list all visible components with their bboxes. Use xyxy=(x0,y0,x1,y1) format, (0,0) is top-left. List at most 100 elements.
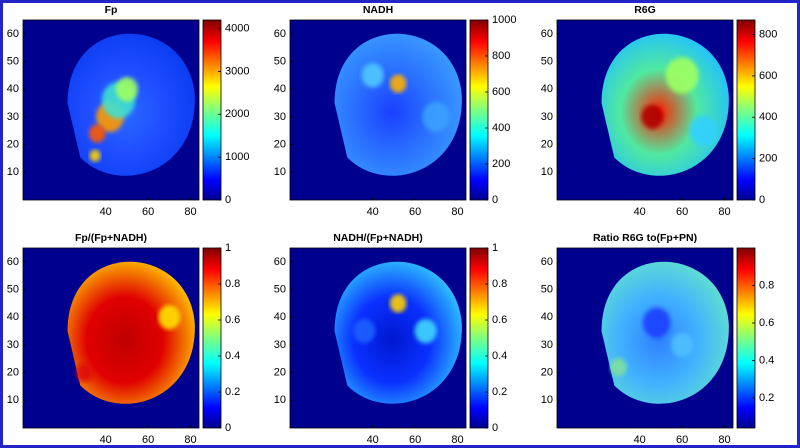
hotspot xyxy=(689,115,718,146)
colorbar-tick-label: 4000 xyxy=(225,22,249,34)
colorbar-tick-label: 0.6 xyxy=(759,317,774,329)
y-tick-label: 20 xyxy=(7,367,19,379)
colorbar xyxy=(469,247,489,429)
hotspot xyxy=(671,332,694,358)
hotspot xyxy=(76,363,93,382)
x-tick-label: 40 xyxy=(634,206,646,218)
colorbar-tick-label: 1 xyxy=(225,242,231,254)
panel-title: NADH xyxy=(363,4,393,16)
colorbar-tick-label: 1000 xyxy=(492,14,516,26)
y-tick-label: 60 xyxy=(7,256,19,268)
panel: Ratio R6G to(Fp+PN) 40 60 80 10 20 30 40 50 60 0.2… xyxy=(541,232,775,446)
y-tick-label: 40 xyxy=(274,83,286,95)
axes-box xyxy=(22,19,200,201)
y-tick-label: 40 xyxy=(7,83,19,95)
hotspot xyxy=(158,305,181,330)
colorbar-tick-label: 800 xyxy=(492,50,510,62)
colorbar-tick-label: 200 xyxy=(492,158,510,170)
x-tick-label: 80 xyxy=(451,434,463,446)
y-tick-label: 30 xyxy=(7,111,19,123)
colorbar-tick-label: 0.2 xyxy=(759,392,774,404)
panel-title: R6G xyxy=(634,4,656,16)
hotspot xyxy=(389,74,407,93)
hotspot xyxy=(610,357,627,377)
y-tick-label: 30 xyxy=(7,339,19,351)
y-tick-label: 50 xyxy=(541,283,553,295)
hotspot xyxy=(641,104,664,130)
x-tick-label: 60 xyxy=(409,434,421,446)
y-tick-label: 60 xyxy=(274,256,286,268)
y-tick-label: 40 xyxy=(541,83,553,95)
hotspot xyxy=(665,57,699,94)
x-tick-label: 40 xyxy=(100,206,112,218)
y-tick-label: 30 xyxy=(541,339,553,351)
x-tick-label: 60 xyxy=(142,434,154,446)
y-tick-label: 50 xyxy=(274,283,286,295)
panel-title: Fp/(Fp+NADH) xyxy=(75,232,147,244)
y-tick-label: 10 xyxy=(7,394,19,406)
x-tick-label: 80 xyxy=(718,434,730,446)
colorbar-tick-label: 400 xyxy=(492,122,510,134)
y-tick-label: 20 xyxy=(274,367,286,379)
x-tick-label: 80 xyxy=(184,434,196,446)
x-tick-label: 40 xyxy=(634,434,646,446)
hotspot xyxy=(414,318,437,344)
colorbar-tick-label: 600 xyxy=(492,86,510,98)
colorbar-tick-label: 400 xyxy=(759,111,777,123)
y-tick-label: 10 xyxy=(541,166,553,178)
hotspot xyxy=(389,294,407,313)
colorbar xyxy=(202,19,222,201)
colorbar-tick-label: 1 xyxy=(492,242,498,254)
panel: Fp/(Fp+NADH) 40 60 80 10 20 30 40 50 60 0 0.2 0.4 0.6… xyxy=(7,232,241,446)
y-tick-label: 40 xyxy=(7,311,19,323)
tissue-region xyxy=(67,261,195,404)
y-tick-label: 50 xyxy=(541,55,553,67)
y-tick-label: 10 xyxy=(274,166,286,178)
x-tick-label: 80 xyxy=(718,206,730,218)
y-tick-label: 10 xyxy=(7,166,19,178)
panel-title: Ratio R6G to(Fp+PN) xyxy=(593,232,697,244)
x-tick-label: 40 xyxy=(367,206,379,218)
colorbar-tick-label: 200 xyxy=(759,153,777,165)
tissue-region xyxy=(334,261,462,404)
colorbar-tick-label: 0.2 xyxy=(225,386,240,398)
y-tick-label: 30 xyxy=(274,339,286,351)
y-tick-label: 60 xyxy=(541,256,553,268)
colorbar-tick-label: 1000 xyxy=(225,151,249,163)
y-tick-label: 50 xyxy=(274,55,286,67)
y-tick-label: 40 xyxy=(541,311,553,323)
colorbar xyxy=(469,19,489,201)
axes-box xyxy=(556,19,734,201)
y-tick-label: 20 xyxy=(7,139,19,151)
colorbar-tick-label: 0.6 xyxy=(225,314,240,326)
x-tick-label: 80 xyxy=(184,206,196,218)
y-tick-label: 60 xyxy=(7,28,19,40)
hotspot xyxy=(88,124,106,143)
panel: Fp 40 60 80 10 20 30 40 50 60 0 1000 2000 3000 4000 xyxy=(7,4,250,218)
y-tick-label: 60 xyxy=(541,28,553,40)
colorbar-tick-label: 0.8 xyxy=(759,279,774,291)
y-tick-label: 20 xyxy=(541,367,553,379)
axes-box xyxy=(289,247,467,429)
colorbar-tick-label: 0 xyxy=(759,194,765,206)
axes-box xyxy=(22,247,200,429)
x-tick-label: 60 xyxy=(409,206,421,218)
y-tick-label: 10 xyxy=(541,394,553,406)
x-tick-label: 60 xyxy=(142,206,154,218)
colorbar xyxy=(736,247,756,429)
y-tick-label: 30 xyxy=(274,111,286,123)
axes-box xyxy=(289,19,467,201)
colorbar-tick-label: 600 xyxy=(759,70,777,82)
axes-box xyxy=(556,247,734,429)
y-tick-label: 20 xyxy=(541,139,553,151)
y-tick-label: 30 xyxy=(541,111,553,123)
colorbar-tick-label: 0.4 xyxy=(225,350,240,362)
hotspot xyxy=(89,149,101,162)
x-tick-label: 40 xyxy=(100,434,112,446)
y-tick-label: 60 xyxy=(274,28,286,40)
colorbar-tick-label: 0 xyxy=(492,422,498,434)
hotspot xyxy=(422,101,451,133)
